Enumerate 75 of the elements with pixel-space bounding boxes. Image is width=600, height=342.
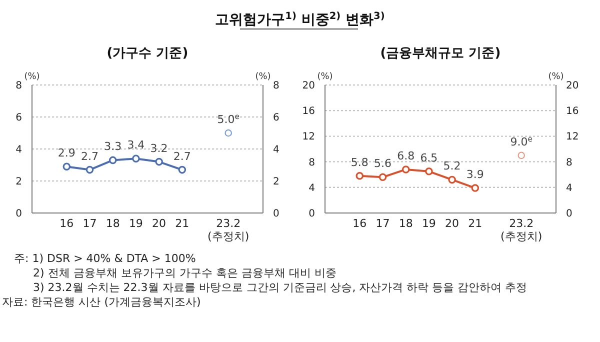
y2-tick-label: 4 bbox=[566, 182, 572, 194]
y2-axis-title: (%) bbox=[548, 72, 564, 82]
x-tick-label: 20 bbox=[152, 217, 166, 230]
y-tick-label: 8 bbox=[308, 157, 315, 168]
data-label: 3.4 bbox=[127, 138, 145, 152]
point bbox=[155, 158, 163, 166]
data-label: 3.9 bbox=[466, 168, 484, 182]
y-tick-label: 6 bbox=[16, 112, 22, 124]
x-tick-label: 16 bbox=[60, 217, 74, 230]
point bbox=[108, 156, 117, 164]
data-label: 2.9 bbox=[58, 146, 76, 160]
y2-tick-label: 20 bbox=[566, 80, 579, 92]
y-tick-label: 0 bbox=[16, 208, 22, 220]
y-axis-title: (%) bbox=[24, 72, 40, 82]
y2-axis-title: (%) bbox=[255, 72, 271, 82]
point bbox=[178, 166, 186, 174]
x-tick-label: 17 bbox=[376, 217, 390, 230]
x-tick-label: 21 bbox=[468, 217, 482, 230]
y2-tick-label: 6 bbox=[273, 112, 280, 124]
y-tick-label: 4 bbox=[308, 182, 315, 194]
y2-tick-label: 8 bbox=[273, 80, 280, 92]
x-tick-label: 21 bbox=[175, 217, 190, 230]
x-tick-label: 20 bbox=[445, 217, 460, 230]
y2-tick-label: 12 bbox=[566, 132, 579, 143]
data-label: 2.7 bbox=[173, 150, 191, 163]
y-tick-label: 0 bbox=[308, 208, 315, 220]
y2-tick-label: 4 bbox=[273, 144, 280, 156]
data-label: 6.8 bbox=[397, 149, 415, 162]
y-tick-label: 2 bbox=[16, 176, 22, 188]
point bbox=[425, 168, 433, 176]
point bbox=[86, 166, 94, 174]
x-tick-label: 18 bbox=[106, 217, 120, 230]
data-label: 2.7 bbox=[81, 150, 98, 163]
data-label: 5.2 bbox=[443, 160, 461, 173]
text: 2) 전체 금융부채 보유가구의 가구수 혹은 금융부채 대비 비중 bbox=[33, 266, 336, 280]
x-tick-label: 23.2 (추정치) bbox=[500, 217, 542, 243]
data-label: 3.2 bbox=[150, 142, 168, 155]
y-tick-label: 20 bbox=[302, 80, 315, 92]
x-tick-label: 19 bbox=[128, 217, 143, 230]
y-axis-title: (%) bbox=[317, 72, 333, 82]
y-tick-label: 16 bbox=[302, 106, 315, 118]
x-tick-label: 17 bbox=[82, 217, 97, 230]
data-label: 5.8 bbox=[350, 156, 368, 169]
chart-subtitle: (금융부채규모 기준) bbox=[380, 46, 501, 61]
data-label: 5.0$^{e}$ bbox=[217, 112, 240, 126]
point bbox=[224, 129, 232, 137]
x-tick-label: 23.2 (추정치) bbox=[208, 217, 250, 243]
text: 주: 1) DSR > 40% & DTA > 100% bbox=[14, 252, 196, 265]
data-label: 5.6 bbox=[374, 157, 392, 170]
point bbox=[378, 173, 387, 182]
y2-tick-label: 8 bbox=[566, 157, 572, 168]
point bbox=[402, 166, 410, 174]
text: 3) 23.2월 수치는 22.3월 자료를 바탕으로 그간의 기준금리 상승, 자산가격 하락 등을 감안하여 추정 bbox=[33, 281, 528, 294]
y-tick-label: 12 bbox=[302, 132, 315, 143]
x-tick-label: 19 bbox=[422, 217, 436, 230]
data-label: 3.3 bbox=[104, 140, 122, 154]
point bbox=[518, 152, 525, 159]
y-tick-label: 8 bbox=[16, 80, 22, 92]
y2-tick-label: 16 bbox=[566, 106, 579, 118]
x-tick-label: 18 bbox=[398, 217, 413, 230]
y2-tick-label: 0 bbox=[566, 208, 572, 220]
y-tick-label: 4 bbox=[16, 144, 22, 156]
point bbox=[471, 184, 480, 192]
x-tick-label: 16 bbox=[352, 217, 367, 230]
point bbox=[356, 172, 364, 180]
data-label: 6.5 bbox=[420, 151, 438, 164]
text: 자료: 한국은행 시산 (가계금융복지조사) bbox=[2, 296, 201, 308]
y2-tick-label: 2 bbox=[273, 176, 280, 188]
point bbox=[62, 162, 71, 170]
chart-subtitle: (가구수 기준) bbox=[106, 46, 188, 61]
text: 고위험가구$^{1)}$ 비중$^{2)}$ 변화$^{3)}$ bbox=[215, 10, 385, 28]
data-label: 9.0$^{e}$ bbox=[510, 134, 533, 148]
point bbox=[448, 176, 456, 184]
point bbox=[132, 154, 140, 162]
y2-tick-label: 0 bbox=[273, 208, 280, 220]
